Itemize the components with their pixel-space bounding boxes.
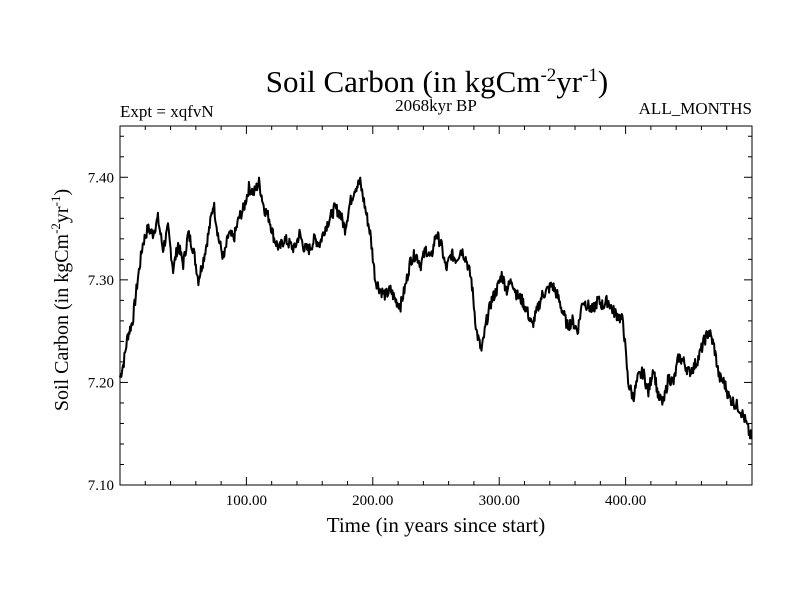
series-line-soil-carbon	[119, 176, 753, 440]
y-axis-label: Soil Carbon (in kgCm-2yr-1)	[48, 189, 73, 411]
y-tick-label: 7.10	[88, 478, 114, 494]
x-tick-label: 100.00	[226, 493, 267, 509]
x-tick-label: 300.00	[479, 493, 520, 509]
plot-frame	[119, 125, 753, 486]
subtitle-center: 2068kyr BP	[395, 96, 477, 115]
x-tick-label: 400.00	[605, 493, 646, 509]
tick-labels: 100.00 200.00 300.00 400.00 7.10 7.20 7.30 7.40	[88, 170, 646, 509]
x-axis-label: Time (in years since start)	[327, 513, 546, 537]
subtitle-right: ALL_MONTHS	[639, 99, 752, 118]
x-tick-label: 200.00	[352, 493, 393, 509]
ticks-group	[120, 126, 752, 486]
y-tick-label: 7.40	[88, 170, 114, 186]
y-tick-label: 7.20	[88, 375, 114, 391]
subtitle-left: Expt = xqfvN	[120, 102, 214, 121]
y-tick-label: 7.30	[88, 273, 114, 289]
chart-title: Soil Carbon (in kgCm-2yr-1)	[266, 64, 609, 99]
